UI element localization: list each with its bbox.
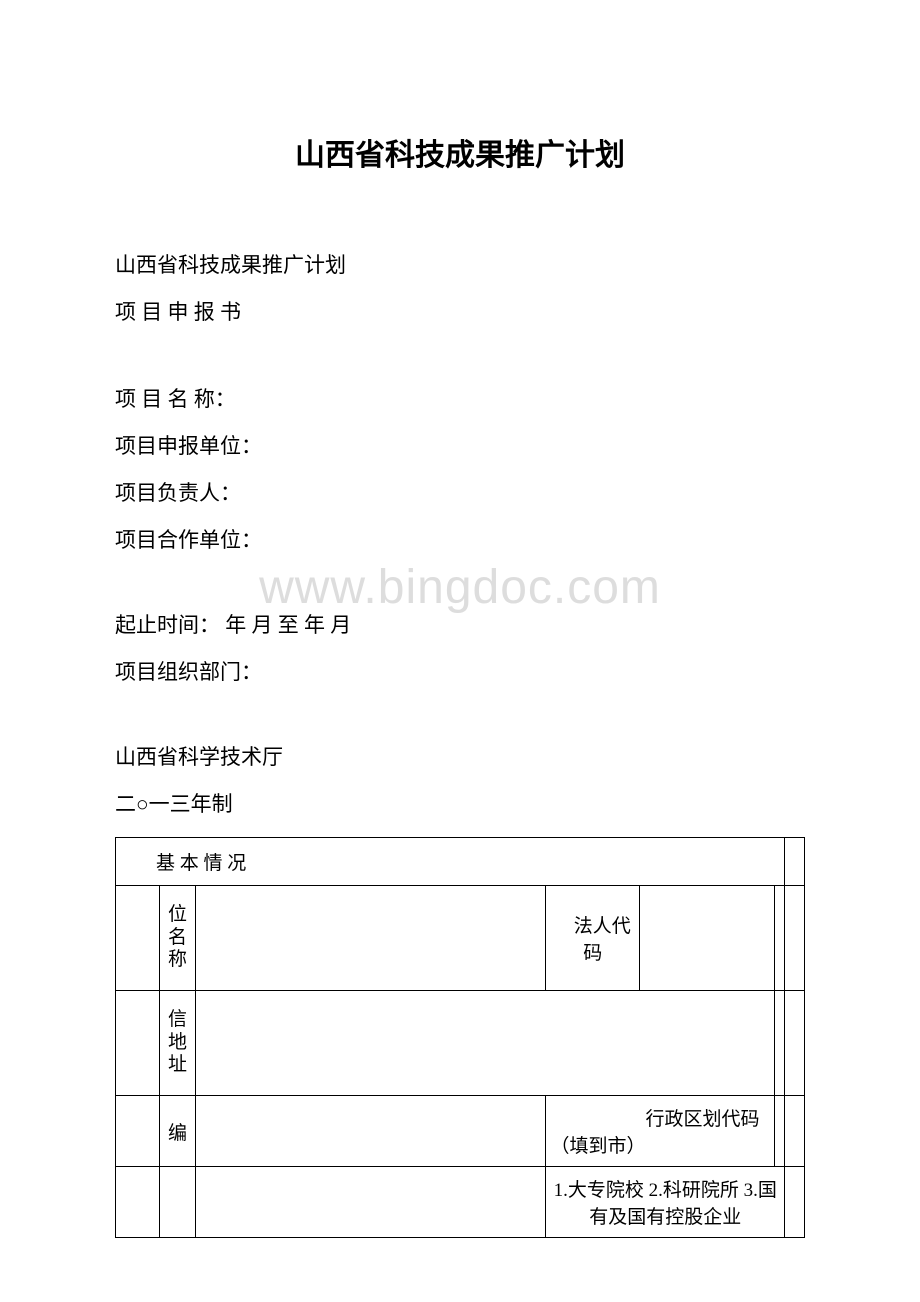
value-cell xyxy=(640,886,775,991)
empty-cell xyxy=(195,1167,546,1238)
table-row: 编 行政区划代码（填到市） xyxy=(116,1096,805,1167)
label-cell-unit-name: 位 名 称 xyxy=(160,886,195,991)
value-cell xyxy=(774,1096,785,1167)
empty-cell xyxy=(116,1096,160,1167)
document-title: 山西省科技成果推广计划 xyxy=(115,130,805,174)
label-partner-unit: 项目合作单位： xyxy=(115,519,805,561)
table-row: 信 地 址 xyxy=(116,991,805,1096)
label-cell-admin-code: 行政区划代码（填到市） xyxy=(546,1096,774,1167)
empty-cell xyxy=(785,838,805,886)
value-cell xyxy=(195,886,546,991)
empty-cell xyxy=(116,886,160,991)
table-row: 1.大专院校 2.科研院所 3.国有及国有控股企业 xyxy=(116,1167,805,1238)
empty-cell xyxy=(785,886,805,991)
empty-cell xyxy=(785,1167,805,1238)
label-org-dept: 项目组织部门： xyxy=(115,651,805,693)
empty-cell xyxy=(774,991,785,1096)
section-header-cell: 基 本 情 况 xyxy=(116,838,785,886)
basic-info-table: 基 本 情 况 位 名 称 法人代码 xyxy=(115,837,805,1238)
empty-cell xyxy=(785,1096,805,1167)
table-header-row: 基 本 情 况 xyxy=(116,838,805,886)
empty-cell xyxy=(116,1167,160,1238)
label-cell-code: 编 xyxy=(160,1096,195,1167)
label-cell-legal-code: 法人代码 xyxy=(546,886,640,991)
label-cell-address: 信 地 址 xyxy=(160,991,195,1096)
empty-cell xyxy=(785,991,805,1096)
value-cell xyxy=(195,1096,546,1167)
intro-line-2: 项 目 申 报 书 xyxy=(115,291,805,333)
table-row: 位 名 称 法人代码 xyxy=(116,886,805,991)
footer-year: 二○一三年制 xyxy=(115,783,805,825)
label-project-leader: 项目负责人： xyxy=(115,472,805,514)
intro-line-1: 山西省科技成果推广计划 xyxy=(115,244,805,286)
value-cell xyxy=(195,991,774,1096)
empty-cell xyxy=(160,1167,195,1238)
empty-cell xyxy=(116,991,160,1096)
label-duration: 起止时间： 年 月 至 年 月 xyxy=(115,604,805,646)
intro-section: 山西省科技成果推广计划 项 目 申 报 书 项 目 名 称： 项目申报单位： 项… xyxy=(115,244,805,825)
label-project-name: 项 目 名 称： xyxy=(115,378,805,420)
options-cell: 1.大专院校 2.科研院所 3.国有及国有控股企业 xyxy=(546,1167,785,1238)
footer-org: 山西省科学技术厅 xyxy=(115,736,805,778)
empty-cell xyxy=(774,886,785,991)
label-applicant-unit: 项目申报单位： xyxy=(115,425,805,467)
